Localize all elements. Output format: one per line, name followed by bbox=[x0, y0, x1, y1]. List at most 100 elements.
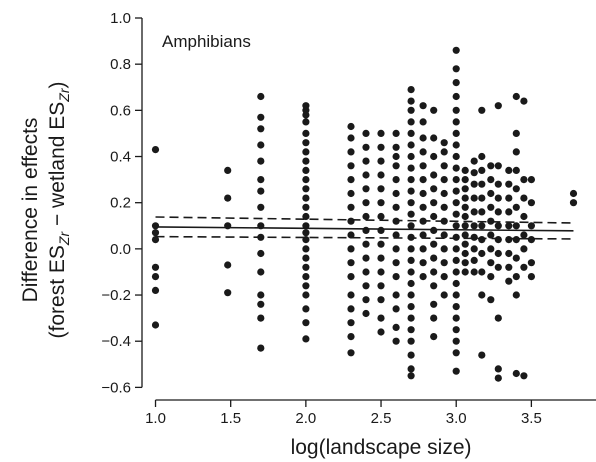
data-point bbox=[569, 199, 578, 207]
data-point bbox=[419, 102, 427, 110]
data-point bbox=[257, 187, 265, 195]
data-point bbox=[452, 337, 460, 345]
data-point bbox=[527, 236, 536, 244]
data-point bbox=[440, 148, 448, 156]
data-point bbox=[302, 263, 310, 271]
data-point bbox=[347, 203, 355, 211]
data-point bbox=[419, 118, 427, 126]
data-point bbox=[478, 180, 486, 188]
data-point bbox=[461, 185, 469, 193]
data-point bbox=[392, 189, 400, 198]
data-point bbox=[377, 296, 385, 304]
data-point bbox=[347, 122, 355, 131]
x-tick-label: 3.5 bbox=[521, 410, 542, 427]
data-point bbox=[407, 337, 415, 345]
data-point bbox=[257, 203, 265, 211]
data-point bbox=[452, 106, 460, 114]
data-point bbox=[430, 240, 438, 248]
data-point bbox=[362, 171, 370, 179]
data-point bbox=[407, 86, 415, 94]
data-point bbox=[377, 199, 385, 207]
data-point bbox=[452, 222, 460, 230]
data-point bbox=[302, 129, 310, 137]
data-point bbox=[452, 129, 460, 137]
data-point bbox=[407, 372, 415, 380]
data-point bbox=[430, 254, 438, 262]
data-point bbox=[470, 157, 478, 165]
data-point bbox=[487, 245, 495, 253]
data-point bbox=[478, 208, 486, 216]
data-point bbox=[377, 282, 385, 290]
y-axis-title-line1: Difference in effects bbox=[19, 118, 42, 303]
data-point bbox=[505, 236, 513, 244]
y-tick-label: 0.8 bbox=[110, 56, 131, 73]
data-point bbox=[392, 323, 400, 331]
data-point bbox=[347, 305, 355, 313]
x-tick-label: 2.0 bbox=[295, 410, 316, 427]
data-point bbox=[512, 273, 520, 281]
data-point bbox=[494, 314, 502, 322]
data-point bbox=[452, 65, 460, 73]
data-point bbox=[461, 231, 469, 239]
data-point bbox=[494, 194, 502, 202]
data-point bbox=[527, 199, 536, 207]
data-point bbox=[362, 309, 370, 318]
data-point bbox=[302, 335, 310, 343]
data-point bbox=[302, 157, 310, 165]
data-point bbox=[505, 180, 513, 188]
data-point bbox=[487, 217, 495, 225]
data-point bbox=[407, 129, 415, 137]
data-point bbox=[302, 282, 310, 290]
data-point bbox=[470, 222, 478, 230]
data-point bbox=[362, 185, 370, 193]
data-point bbox=[520, 263, 528, 271]
data-point bbox=[392, 291, 400, 299]
data-point bbox=[407, 268, 415, 276]
axis-titles: Amphibians log(landscape size) Differenc… bbox=[19, 32, 472, 459]
data-point bbox=[407, 245, 415, 253]
data-point bbox=[494, 365, 502, 373]
data-point bbox=[347, 162, 355, 170]
data-point bbox=[487, 162, 495, 170]
y-title-suffix: ) bbox=[46, 82, 69, 89]
axes: 1.01.52.02.53.03.54.0−0.6−0.4−0.20.00.20… bbox=[101, 10, 596, 427]
data-point bbox=[224, 289, 232, 297]
data-point bbox=[452, 199, 460, 207]
x-tick-label: 2.5 bbox=[371, 410, 392, 427]
data-point bbox=[302, 118, 310, 126]
data-point bbox=[452, 256, 460, 264]
data-point bbox=[224, 194, 232, 202]
data-point bbox=[494, 162, 502, 170]
data-point bbox=[512, 369, 520, 378]
data-point bbox=[452, 176, 460, 184]
data-point bbox=[478, 249, 486, 258]
data-point bbox=[392, 245, 400, 253]
data-point bbox=[430, 333, 438, 341]
data-point bbox=[452, 46, 460, 54]
data-point bbox=[302, 229, 310, 237]
data-point bbox=[257, 125, 265, 133]
data-point bbox=[419, 231, 427, 239]
data-point bbox=[362, 212, 370, 221]
data-point bbox=[377, 254, 385, 262]
data-point bbox=[494, 249, 502, 258]
data-point bbox=[512, 148, 520, 156]
data-point bbox=[512, 222, 520, 230]
data-point bbox=[407, 314, 415, 322]
data-point bbox=[392, 203, 400, 211]
data-point bbox=[430, 212, 438, 221]
data-point bbox=[377, 185, 385, 193]
data-point bbox=[470, 245, 478, 253]
data-point bbox=[419, 134, 427, 142]
data-point bbox=[452, 303, 460, 311]
data-point bbox=[151, 286, 160, 294]
data-point bbox=[430, 282, 438, 290]
data-point bbox=[392, 143, 400, 151]
data-point bbox=[440, 162, 448, 170]
data-point bbox=[257, 314, 265, 322]
data-point bbox=[392, 162, 400, 170]
data-point bbox=[452, 152, 460, 161]
data-point bbox=[407, 164, 415, 172]
data-point bbox=[407, 256, 415, 264]
